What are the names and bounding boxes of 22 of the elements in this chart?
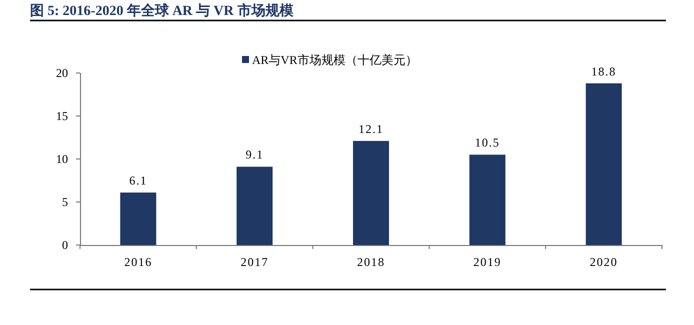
- data-label: 18.8: [591, 64, 616, 78]
- bar: [236, 166, 273, 245]
- legend-label: AR与VR市场规模（十亿美元）: [252, 53, 418, 67]
- x-tick-label: 2016: [124, 255, 152, 269]
- data-label: 9.1: [246, 148, 264, 162]
- bar: [120, 192, 156, 245]
- bar: [586, 83, 622, 245]
- data-label: 12.1: [358, 122, 384, 136]
- data-label: 6.1: [129, 174, 148, 188]
- y-tick-label: 0: [62, 238, 68, 252]
- bar: [353, 140, 389, 245]
- y-tick-label: 15: [56, 109, 68, 123]
- chart-title: 图 5: 2016-2020 年全球 AR 与 VR 市场规模: [30, 2, 294, 19]
- x-tick-label: 2019: [473, 255, 502, 269]
- x-tick-label: 2017: [240, 255, 269, 269]
- y-tick-label: 20: [56, 66, 68, 80]
- bar: [469, 154, 506, 245]
- x-tick-label: 2018: [357, 255, 385, 269]
- data-label: 10.5: [474, 136, 500, 150]
- x-tick-label: 2020: [590, 255, 618, 269]
- y-tick-label: 10: [56, 152, 68, 166]
- y-tick-label: 5: [62, 195, 68, 209]
